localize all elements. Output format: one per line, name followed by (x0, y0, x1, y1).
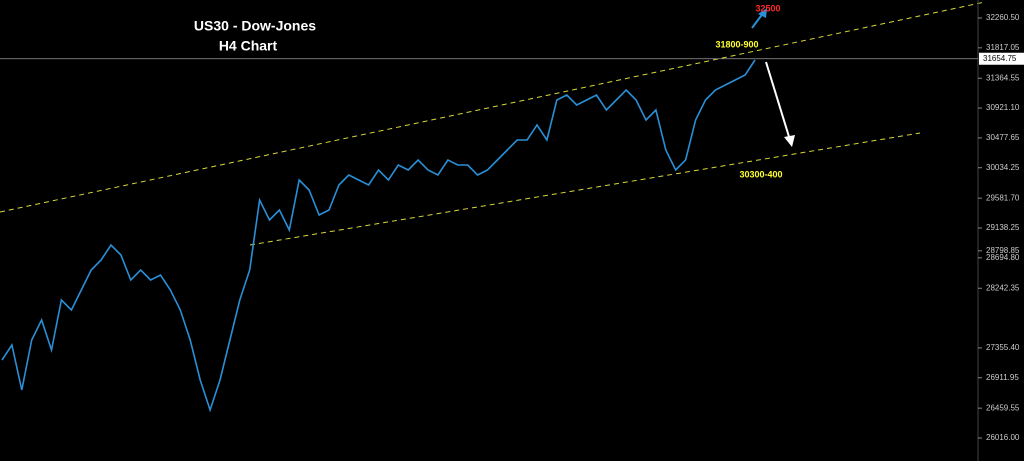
upper-channel (0, 1, 986, 213)
price-line-series (1, 59, 756, 413)
annotation: 32500 (755, 3, 780, 13)
y-tick-label: 28694.80 (986, 253, 1020, 262)
y-tick-label: 29138.25 (986, 223, 1020, 232)
arrow-down-head (784, 135, 795, 147)
y-tick-label: 26016.00 (986, 433, 1020, 442)
y-tick-label: 30034.25 (986, 163, 1020, 172)
y-tick-label: 26911.95 (986, 373, 1019, 382)
y-tick-label: 29581.70 (986, 193, 1020, 202)
y-tick-label: 27355.40 (986, 343, 1020, 352)
annotation: 30300-400 (739, 169, 782, 179)
chart-title: US30 - Dow-Jones (194, 18, 316, 34)
y-tick-label: 28798.85 (986, 246, 1020, 255)
y-tick-label: 26459.55 (986, 403, 1020, 412)
chart-subtitle: H4 Chart (219, 38, 278, 54)
y-tick-label: 32260.50 (986, 13, 1020, 22)
price-label-bg (979, 52, 1024, 65)
y-tick-label: 31364.55 (986, 73, 1020, 82)
y-tick-label: 28242.35 (986, 283, 1020, 292)
price-label: 31654.75 (983, 54, 1017, 63)
arrow-up-head (758, 8, 767, 18)
y-tick-label: 31817.05 (986, 43, 1020, 52)
arrow-down (765, 61, 791, 141)
y-tick-label: 30477.65 (986, 133, 1020, 142)
y-tick-label: 30921.10 (986, 103, 1020, 112)
annotation: 31800-900 (715, 39, 758, 49)
